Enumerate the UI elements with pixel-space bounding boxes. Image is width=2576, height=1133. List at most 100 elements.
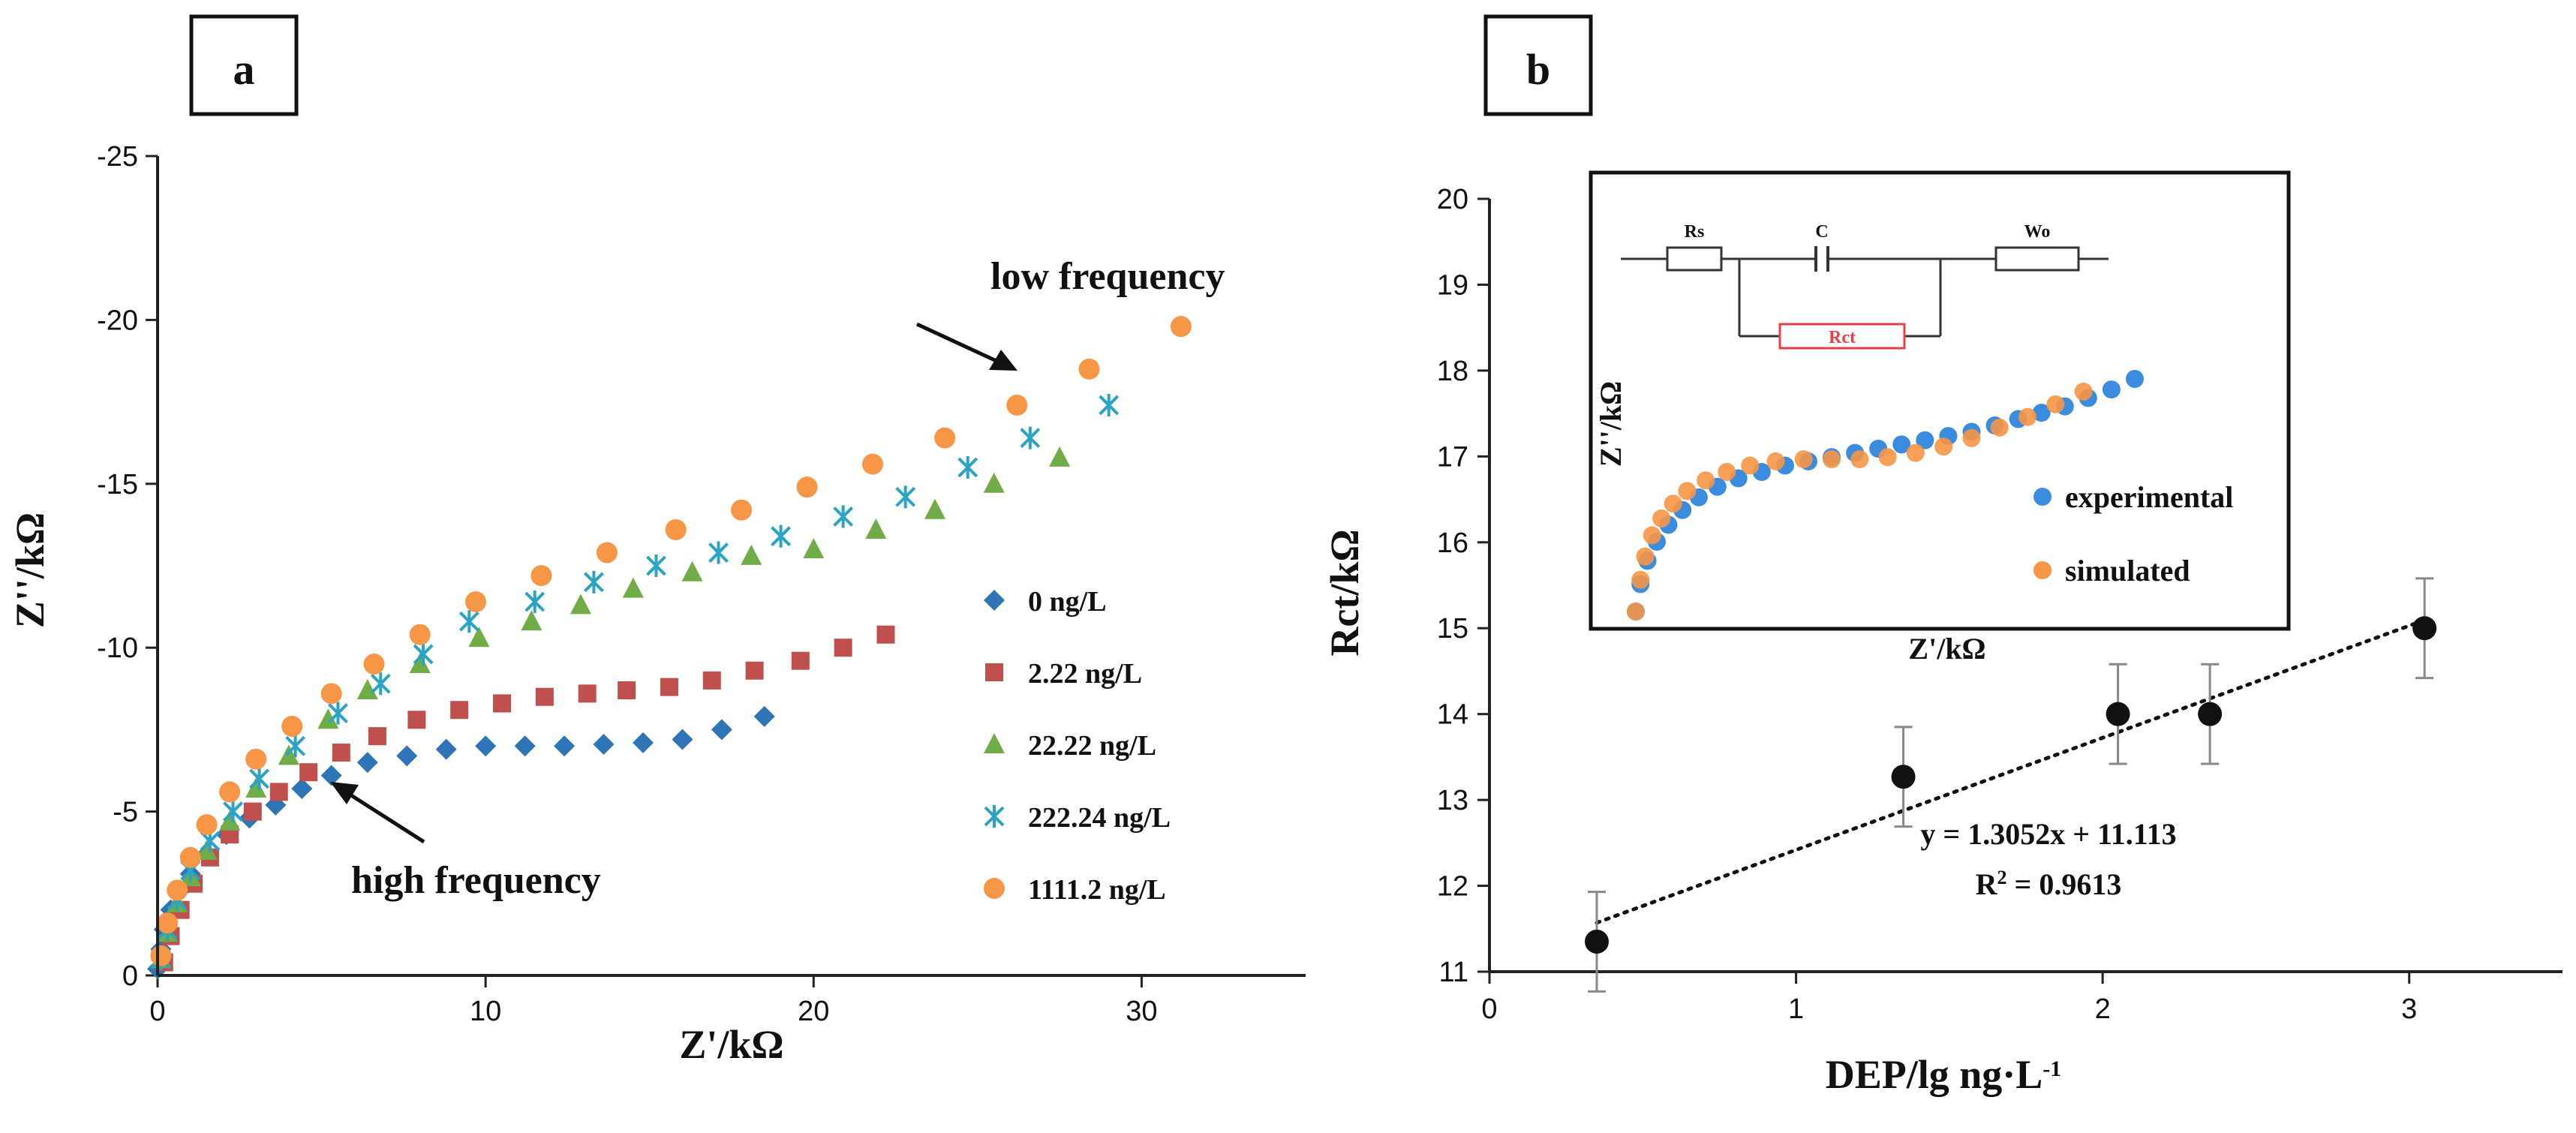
panel-a-label-box (189, 14, 299, 116)
circuit-rs (1666, 246, 1723, 272)
inset-xlabel: Z'/kΩ (1908, 632, 1985, 666)
data-point (196, 840, 218, 861)
inset-experimental-point (2032, 404, 2051, 422)
data-point (281, 716, 303, 738)
data-point (219, 810, 241, 831)
data-point (179, 846, 201, 868)
inset-simulated-point (1718, 463, 1736, 481)
inset-simulated-point (2074, 382, 2093, 401)
data-point (554, 735, 576, 757)
data-point (753, 705, 775, 727)
annotation-low-frequency: low frequency (990, 255, 1225, 298)
data-point (407, 711, 426, 729)
arrow-high-frequency (347, 792, 425, 844)
inset-simulated-point (1934, 437, 1953, 456)
data-point (245, 748, 267, 770)
data-point (876, 625, 895, 644)
fit-equation: y = 1.3052x + 11.113 (1920, 817, 2176, 851)
data-point (865, 518, 887, 539)
panel-a-label: a (233, 45, 255, 94)
panel-a-ytick-label: -5 (113, 797, 138, 828)
panel-b-ytick-label: 14 (1437, 699, 1468, 731)
data-point (245, 777, 267, 798)
inset-simulated-point (1697, 471, 1715, 490)
panel-b-fit-line (1595, 618, 2427, 925)
data-point (299, 763, 318, 782)
fit-line (1595, 618, 2427, 925)
panel-b-ytick-label: 17 (1437, 441, 1468, 473)
data-point (167, 879, 188, 901)
data-point (796, 476, 818, 498)
data-point (665, 518, 687, 540)
data-point (223, 800, 243, 823)
data-point (285, 735, 306, 758)
series-0 (147, 705, 775, 980)
inset-ylabel: Z''/kΩ (1594, 381, 1628, 467)
data-point (150, 945, 172, 966)
data-point (332, 743, 350, 762)
data-point (834, 639, 852, 657)
data-point (791, 651, 810, 670)
inset-legend-experimental-marker (2033, 488, 2051, 506)
data-point (1078, 358, 1100, 380)
panel-a-xtick-label: 0 (149, 996, 165, 1027)
inset-nyquist: Rs C Wo Rct Z''/kΩ Z'/kΩ experimental (1589, 170, 2291, 666)
data-point (833, 505, 854, 528)
panel-a-ytick-label: -15 (97, 469, 138, 500)
panel-b-xtick-label: 2 (2095, 993, 2111, 1025)
data-point (934, 427, 956, 449)
series-4 (150, 316, 1192, 966)
equivalent-circuit: Rs C Wo Rct (1621, 222, 2109, 350)
legend-label-3: 222.24 ng/L (1028, 802, 1171, 834)
circuit-wo (1994, 246, 2080, 272)
inset-simulated-point (1678, 482, 1697, 500)
data-point (660, 678, 678, 696)
panel-a: a 0 10 20 30 0 -5 -10 -15 -20 -25 Z'/kΩ Z''/kΩ lo… (8, 14, 1306, 1067)
data-point (745, 661, 764, 680)
legend-marker-0 (984, 590, 1005, 611)
data-point (1006, 394, 1028, 416)
legend-label-0: 0 ng/L (1028, 586, 1107, 618)
data-point (269, 783, 288, 801)
data-point (771, 524, 791, 548)
legend-marker-1 (985, 663, 1003, 681)
data-point (356, 752, 378, 774)
data-point (583, 570, 604, 594)
legend-marker-3 (984, 805, 1005, 828)
data-point (708, 541, 729, 564)
data-point (861, 453, 883, 475)
circuit-rct (1778, 323, 1906, 350)
panel-a-ticks: 0 10 20 30 0 -5 -10 -15 -20 -25 (97, 141, 1157, 1027)
data-point (409, 624, 431, 645)
data-point (1099, 393, 1120, 416)
inset-simulated-point (1643, 526, 1661, 545)
data-point (803, 538, 825, 559)
data-point (646, 554, 666, 577)
data-point-group (1585, 891, 1609, 993)
panel-b-xtick-label: 1 (1788, 993, 1804, 1025)
series-2 (150, 446, 1071, 969)
inset-experimental-point (1916, 431, 1934, 449)
panel-b-ytick-label: 12 (1437, 871, 1468, 903)
arrow-low-frequency (915, 322, 999, 364)
data-point (317, 708, 339, 729)
data-point (1170, 316, 1192, 338)
legend-label-2: 22.22 ng/L (1028, 730, 1156, 762)
data-point (711, 719, 732, 741)
data-point (2106, 702, 2130, 726)
inset-simulated-point (1794, 450, 1813, 469)
inset-legend-simulated-marker (2033, 561, 2051, 579)
data-point (413, 642, 434, 666)
inset-experimental-point (1892, 435, 1911, 454)
data-point (243, 802, 262, 821)
data-point (593, 734, 615, 756)
panel-a-xlabel: Z'/kΩ (679, 1022, 783, 1067)
data-point (320, 683, 342, 705)
inset-simulated-point (1631, 570, 1650, 589)
panel-a-ytick-label: 0 (122, 960, 138, 992)
data-point (2412, 616, 2437, 641)
data-point (396, 745, 418, 767)
data-point (681, 560, 703, 582)
panel-a-xtick-label: 20 (798, 996, 829, 1027)
